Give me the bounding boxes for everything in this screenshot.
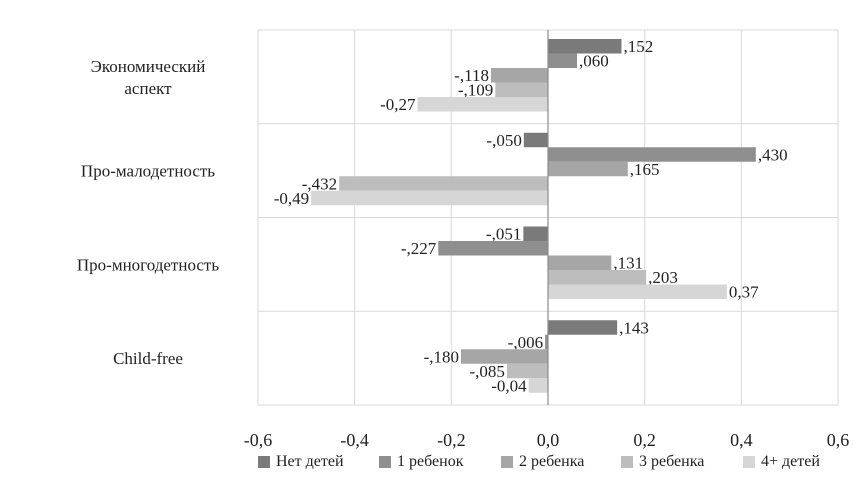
bar <box>490 68 548 83</box>
data-label: -,050 <box>486 131 521 150</box>
bar <box>339 176 548 191</box>
x-tick-label: -0,2 <box>437 430 466 450</box>
bar <box>548 284 727 299</box>
data-label: ,165 <box>630 160 660 179</box>
legend-swatch <box>621 456 633 468</box>
bar <box>523 226 548 241</box>
data-label: -,180 <box>424 347 459 366</box>
x-tick-label: 0,2 <box>633 430 656 450</box>
data-label: -0,49 <box>274 189 309 208</box>
legend-label: 4+ детей <box>761 453 820 470</box>
bar <box>545 334 548 350</box>
data-label: -,432 <box>302 174 337 193</box>
data-label: ,060 <box>579 52 609 71</box>
x-tick-label: 0,6 <box>827 430 850 450</box>
legend-swatch <box>743 456 755 468</box>
bar <box>548 147 756 162</box>
category-label: Про-малодетность <box>81 162 215 181</box>
bar <box>548 161 628 177</box>
legend-label: Нет детей <box>276 453 344 470</box>
x-tick-label: 0,0 <box>537 430 560 450</box>
bar <box>528 378 548 393</box>
bar <box>548 270 647 285</box>
data-label: -,227 <box>401 239 437 258</box>
data-label: ,203 <box>648 268 678 287</box>
bar <box>417 97 548 112</box>
bar <box>548 39 622 54</box>
category-label: Про-многодетность <box>77 255 219 274</box>
data-label: -0,27 <box>380 95 416 114</box>
x-tick-label: 0,4 <box>730 430 753 450</box>
bar <box>438 241 548 256</box>
legend-label: 2 ребенка <box>519 453 584 470</box>
data-label: 0,37 <box>729 283 759 302</box>
data-label: ,143 <box>619 318 649 337</box>
bar <box>523 132 548 148</box>
data-label: -0,04 <box>491 376 527 395</box>
data-label: -,006 <box>508 333 543 352</box>
bar <box>548 320 618 335</box>
data-label: ,131 <box>613 254 643 273</box>
bar <box>548 255 612 270</box>
data-label: ,430 <box>758 145 788 164</box>
category-label: аспект <box>124 79 172 98</box>
bar <box>495 82 548 97</box>
category-label: Экономический <box>91 57 206 76</box>
legend-swatch <box>379 456 391 468</box>
bar <box>311 190 548 206</box>
data-label: -,085 <box>469 362 504 381</box>
data-label: -,109 <box>458 81 493 100</box>
legend-label: 3 ребенка <box>639 453 704 470</box>
bar <box>506 363 548 379</box>
category-label: Child-free <box>113 349 183 368</box>
legend-label: 1 ребенок <box>397 453 464 470</box>
bar <box>548 53 577 68</box>
data-label: -,051 <box>486 225 521 244</box>
x-tick-label: -0,6 <box>244 430 273 450</box>
legend-swatch <box>501 456 513 468</box>
legend-swatch <box>258 456 270 468</box>
bar <box>461 349 548 364</box>
data-label: ,152 <box>623 37 653 56</box>
x-tick-label: -0,4 <box>340 430 369 450</box>
data-label: -,118 <box>454 66 489 85</box>
